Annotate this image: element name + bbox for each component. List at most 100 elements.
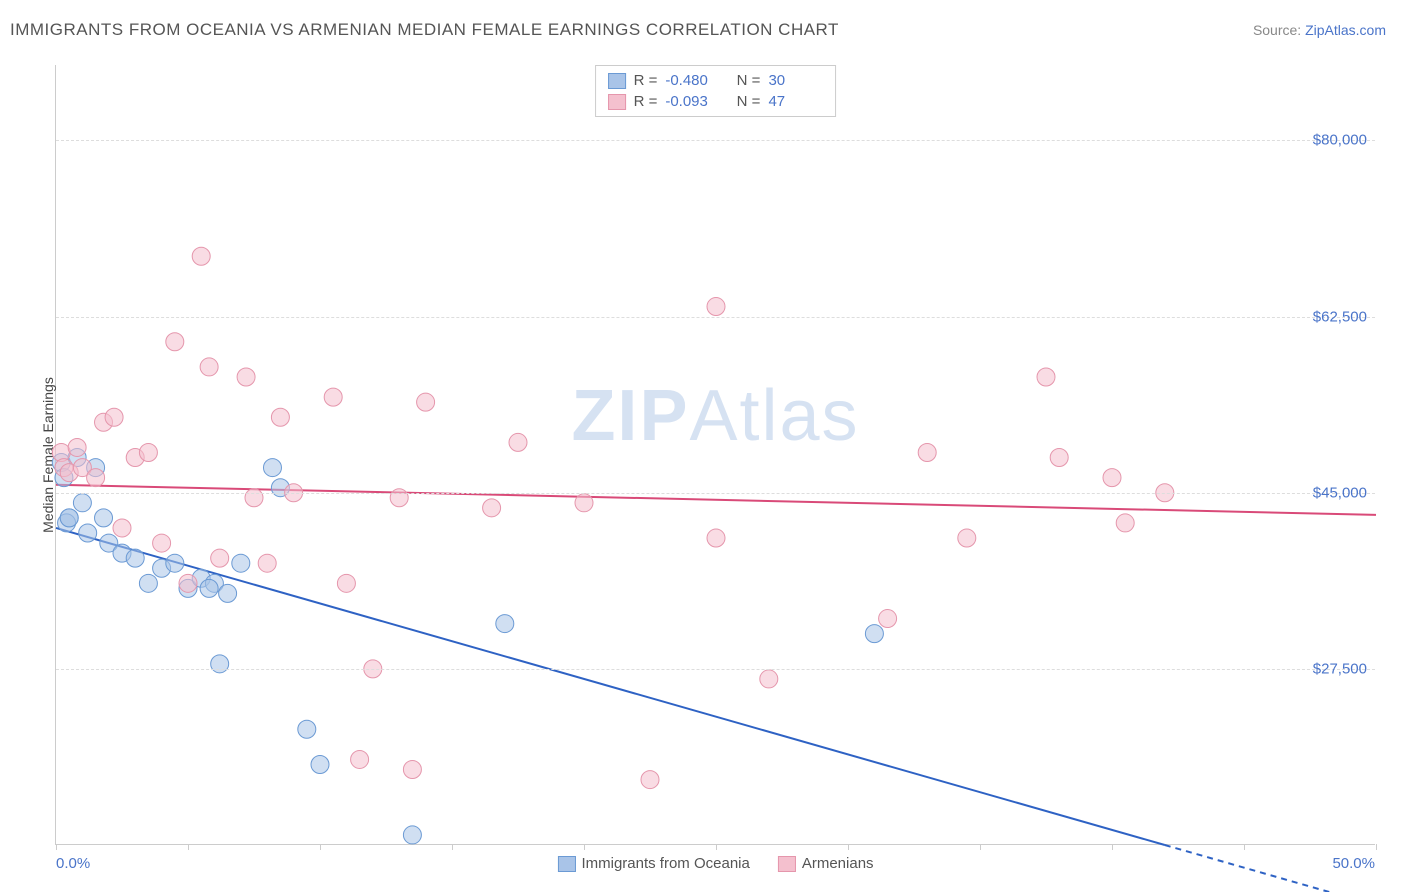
legend-swatch <box>608 73 626 89</box>
data-point <box>707 529 725 547</box>
y-tick-label: $45,000 <box>1313 484 1367 501</box>
data-point <box>496 615 514 633</box>
data-point <box>918 443 936 461</box>
stat-r-value: -0.093 <box>665 93 720 110</box>
data-point <box>139 443 157 461</box>
data-point <box>879 610 897 628</box>
data-point <box>166 333 184 351</box>
gridline <box>56 669 1375 670</box>
data-point <box>200 358 218 376</box>
data-point <box>68 438 86 456</box>
source-label: Source: <box>1253 22 1301 38</box>
data-point <box>113 519 131 537</box>
stat-r-label: R = <box>634 72 658 89</box>
x-tick <box>584 844 585 850</box>
x-axis-min-label: 0.0% <box>56 855 90 872</box>
x-tick <box>1244 844 1245 850</box>
stat-n-value: 47 <box>768 93 823 110</box>
legend-stats-row: R = -0.093 N = 47 <box>608 91 824 112</box>
legend-label: Immigrants from Oceania <box>581 855 749 872</box>
data-point <box>1103 469 1121 487</box>
data-point <box>192 247 210 265</box>
data-point <box>232 554 250 572</box>
data-point <box>271 408 289 426</box>
stat-r-value: -0.480 <box>665 72 720 89</box>
data-point <box>417 393 435 411</box>
data-point <box>73 494 91 512</box>
data-point <box>865 625 883 643</box>
data-point <box>483 499 501 517</box>
source-attribution: Source: ZipAtlas.com <box>1253 22 1386 38</box>
y-tick-label: $27,500 <box>1313 660 1367 677</box>
gridline <box>56 493 1375 494</box>
data-point <box>311 755 329 773</box>
plot-area: Median Female Earnings ZIPAtlas R = -0.4… <box>55 65 1375 845</box>
data-point <box>760 670 778 688</box>
data-point <box>298 720 316 738</box>
data-point <box>575 494 593 512</box>
data-point <box>1116 514 1134 532</box>
data-point <box>641 771 659 789</box>
data-point <box>60 509 78 527</box>
data-point <box>324 388 342 406</box>
legend-swatch <box>778 856 796 872</box>
data-point <box>337 574 355 592</box>
gridline <box>56 317 1375 318</box>
chart-title: IMMIGRANTS FROM OCEANIA VS ARMENIAN MEDI… <box>10 20 839 40</box>
legend-swatch <box>608 94 626 110</box>
data-point <box>263 459 281 477</box>
data-point <box>958 529 976 547</box>
gridline <box>56 140 1375 141</box>
x-tick <box>452 844 453 850</box>
data-point <box>179 574 197 592</box>
plot-svg <box>56 65 1375 844</box>
x-tick <box>716 844 717 850</box>
data-point <box>237 368 255 386</box>
x-tick <box>320 844 321 850</box>
x-axis-max-label: 50.0% <box>1332 855 1375 872</box>
x-tick <box>188 844 189 850</box>
stat-n-value: 30 <box>768 72 823 89</box>
data-point <box>87 469 105 487</box>
x-tick <box>56 844 57 850</box>
legend-item: Immigrants from Oceania <box>557 855 749 872</box>
legend-label: Armenians <box>802 855 874 872</box>
legend-stats-row: R = -0.480 N = 30 <box>608 70 824 91</box>
x-tick <box>1376 844 1377 850</box>
stat-n-label: N = <box>728 93 760 110</box>
data-point <box>79 524 97 542</box>
legend-stats: R = -0.480 N = 30R = -0.093 N = 47 <box>595 65 837 117</box>
data-point <box>403 826 421 844</box>
data-point <box>219 584 237 602</box>
y-tick-label: $80,000 <box>1313 132 1367 149</box>
data-point <box>390 489 408 507</box>
legend-swatch <box>557 856 575 872</box>
stat-r-label: R = <box>634 93 658 110</box>
data-point <box>1037 368 1055 386</box>
data-point <box>139 574 157 592</box>
data-point <box>153 534 171 552</box>
data-point <box>707 298 725 316</box>
legend-item: Armenians <box>778 855 874 872</box>
data-point <box>126 549 144 567</box>
data-point <box>245 489 263 507</box>
trend-line <box>56 528 1165 845</box>
data-point <box>1050 449 1068 467</box>
data-point <box>166 554 184 572</box>
x-tick <box>980 844 981 850</box>
stat-n-label: N = <box>728 72 760 89</box>
legend-series: Immigrants from Oceania Armenians <box>557 855 873 872</box>
x-tick <box>1112 844 1113 850</box>
data-point <box>258 554 276 572</box>
data-point <box>211 549 229 567</box>
y-tick-label: $62,500 <box>1313 308 1367 325</box>
data-point <box>200 579 218 597</box>
data-point <box>403 761 421 779</box>
source-link[interactable]: ZipAtlas.com <box>1305 22 1386 38</box>
data-point <box>509 433 527 451</box>
data-point <box>351 750 369 768</box>
data-point <box>211 655 229 673</box>
x-tick <box>848 844 849 850</box>
chart-container: IMMIGRANTS FROM OCEANIA VS ARMENIAN MEDI… <box>10 10 1396 882</box>
data-point <box>105 408 123 426</box>
